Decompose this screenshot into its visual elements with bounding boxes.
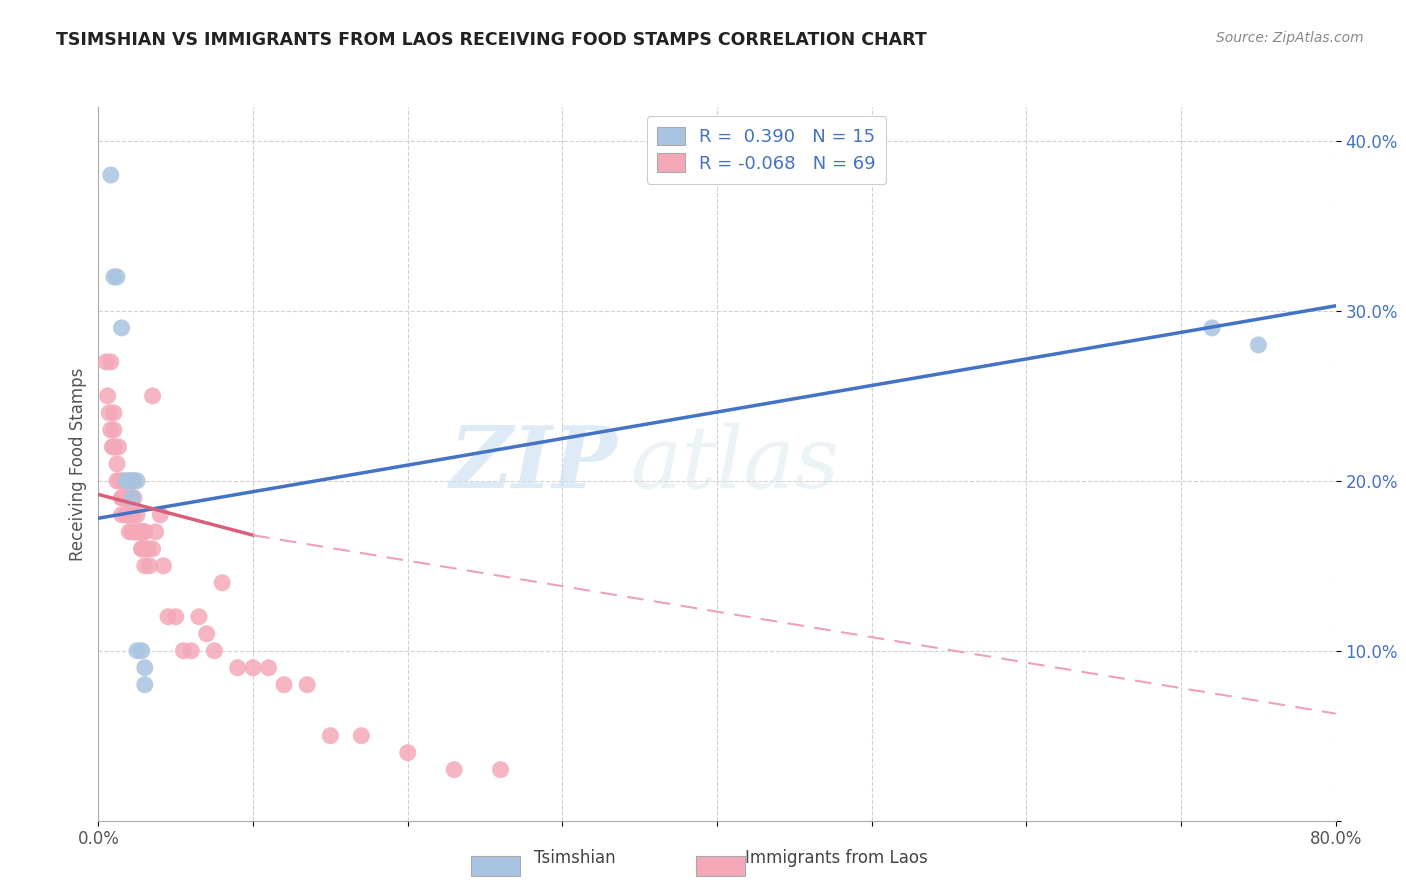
Point xyxy=(141,389,165,403)
Point xyxy=(98,406,121,420)
Point xyxy=(111,491,132,505)
Point xyxy=(124,524,146,539)
Text: TSIMSHIAN VS IMMIGRANTS FROM LAOS RECEIVING FOOD STAMPS CORRELATION CHART: TSIMSHIAN VS IMMIGRANTS FROM LAOS RECEIV… xyxy=(56,31,927,49)
Point xyxy=(100,355,122,369)
Point xyxy=(127,644,149,658)
Point xyxy=(172,644,194,658)
Point xyxy=(129,524,152,539)
Point xyxy=(443,763,465,777)
Point xyxy=(1201,321,1223,335)
Point xyxy=(115,508,138,522)
Point xyxy=(121,508,143,522)
Point xyxy=(103,269,125,284)
Point xyxy=(115,508,138,522)
Point xyxy=(131,541,153,556)
Point xyxy=(115,491,138,505)
Point xyxy=(118,474,141,488)
Point xyxy=(97,389,120,403)
Point xyxy=(105,474,128,488)
Point xyxy=(103,406,125,420)
Point xyxy=(319,729,342,743)
Point xyxy=(120,491,142,505)
Point xyxy=(131,644,153,658)
Point xyxy=(121,524,143,539)
Point xyxy=(134,678,156,692)
Point xyxy=(257,661,280,675)
Point xyxy=(134,524,156,539)
Point xyxy=(131,541,153,556)
Point xyxy=(127,474,149,488)
Point xyxy=(396,746,419,760)
Point xyxy=(131,524,153,539)
Point xyxy=(188,609,211,624)
Point xyxy=(118,474,141,488)
Point xyxy=(165,609,187,624)
Point xyxy=(107,440,129,454)
Point xyxy=(121,491,143,505)
Text: Immigrants from Laos: Immigrants from Laos xyxy=(745,849,928,867)
Point xyxy=(114,491,136,505)
Legend: R =  0.390   N = 15, R = -0.068   N = 69: R = 0.390 N = 15, R = -0.068 N = 69 xyxy=(647,116,886,184)
Point xyxy=(152,558,174,573)
Point xyxy=(111,491,132,505)
Point xyxy=(115,474,138,488)
Point xyxy=(149,508,172,522)
Point xyxy=(111,321,132,335)
Point xyxy=(180,644,202,658)
Text: atlas: atlas xyxy=(630,423,839,505)
Point xyxy=(127,508,149,522)
Point xyxy=(128,524,150,539)
Point xyxy=(134,541,156,556)
Point xyxy=(117,508,139,522)
Point xyxy=(204,644,226,658)
Point xyxy=(138,558,160,573)
Point xyxy=(100,168,122,182)
Point xyxy=(350,729,373,743)
Point xyxy=(242,661,264,675)
Point xyxy=(105,457,128,471)
Point xyxy=(134,558,156,573)
Point xyxy=(122,474,145,488)
Point xyxy=(145,524,167,539)
Point xyxy=(141,541,165,556)
Point xyxy=(157,609,180,624)
Point xyxy=(121,474,143,488)
Point xyxy=(96,355,118,369)
Point xyxy=(134,661,156,675)
Point xyxy=(118,491,141,505)
Point xyxy=(136,541,159,556)
Point xyxy=(103,423,125,437)
Point xyxy=(120,508,142,522)
Point xyxy=(100,423,122,437)
Y-axis label: Receiving Food Stamps: Receiving Food Stamps xyxy=(69,368,87,560)
Text: Tsimshian: Tsimshian xyxy=(534,849,616,867)
Point xyxy=(226,661,249,675)
Point xyxy=(112,474,135,488)
Point xyxy=(121,524,143,539)
Point xyxy=(132,524,155,539)
Point xyxy=(103,440,125,454)
Point xyxy=(127,524,149,539)
Point xyxy=(108,474,131,488)
Point xyxy=(273,678,295,692)
Point xyxy=(195,626,218,640)
Point xyxy=(211,575,233,590)
Point xyxy=(489,763,512,777)
Point xyxy=(118,524,141,539)
Point xyxy=(297,678,319,692)
Point xyxy=(122,491,145,505)
Point xyxy=(111,508,132,522)
Point xyxy=(1247,338,1270,352)
Point xyxy=(105,269,128,284)
Text: Source: ZipAtlas.com: Source: ZipAtlas.com xyxy=(1216,31,1364,45)
Point xyxy=(101,440,124,454)
Text: ZIP: ZIP xyxy=(450,422,619,506)
